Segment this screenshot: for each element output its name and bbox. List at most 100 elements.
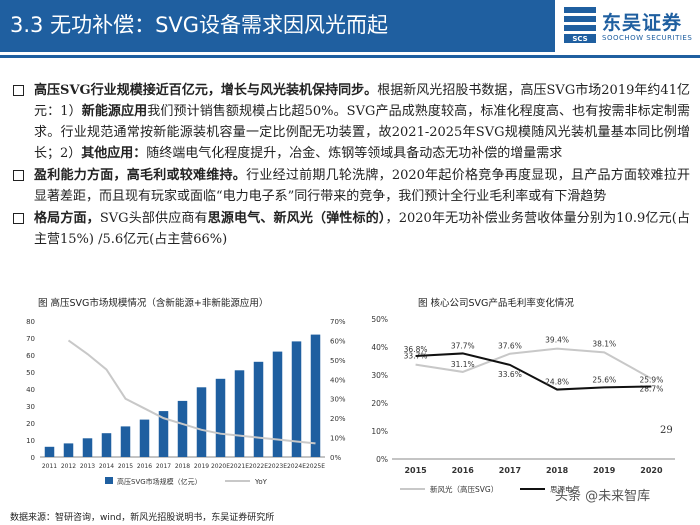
market-size-chart: 0 10 20 30 40 50 60 70 80 0% 10% 20% 30% 40% 50% 60% 70%…	[26, 318, 346, 486]
bar	[44, 446, 55, 457]
data-label: 37.7%	[451, 341, 475, 350]
svg-text:SCS: SCS	[572, 35, 587, 43]
data-label: 33.6%	[498, 370, 522, 379]
series-line	[415, 347, 652, 380]
y-tick-label: 60	[26, 352, 35, 360]
company-logo: SCS 东吴证券 SOOCHOW SECURITIES	[562, 5, 697, 49]
square-bullet-icon	[13, 85, 24, 96]
footer: 数据来源：智研咨询，wind，新风光招股说明书，东吴证券研究所 29 头条 @未…	[0, 425, 700, 525]
y-tick-label: 10%	[371, 427, 388, 436]
yoy-line	[67, 339, 316, 445]
y-tick-label: 40	[26, 386, 35, 394]
bullet-item: 高压SVG行业规模接近百亿元，增长与风光装机保持同步。根据新风光招股书数据，高压…	[10, 80, 690, 164]
gross-margin-chart: 0% 10% 20% 30% 40% 50% 2015 2016 2017 2018 2019 202…	[371, 315, 675, 494]
bar	[272, 351, 283, 457]
y-tick-label: 50	[26, 369, 35, 377]
x-tick-label: 2013	[80, 463, 95, 470]
data-label: 36.8%	[404, 345, 428, 354]
x-tick-label: 2025E	[306, 463, 325, 470]
soochow-logo-icon: SCS	[564, 7, 596, 43]
bullet-item: 格局方面，SVG头部供应商有思源电气、新风光（弹性标的），2020年无功补偿业务…	[10, 208, 690, 250]
bullet-text: 随终端电气化程度提升，冶金、炼钢等领域具备动态无功补偿的增量需求	[146, 146, 563, 161]
x-tick-label: 2011	[42, 463, 57, 470]
y-tick-label: 40%	[371, 343, 388, 352]
page-title: 3.3 无功补偿：SVG设备需求因风光而起	[10, 13, 389, 37]
y-tick-label: 30%	[371, 371, 388, 380]
page-number: 29	[660, 425, 673, 436]
x-tick-label: 2023E	[268, 463, 287, 470]
bullet-lead: 高压SVG行业规模接近百亿元，增长与风光装机保持同步。	[34, 83, 378, 98]
data-label: 37.6%	[498, 342, 522, 351]
right-chart-title: 图 核心公司SVG产品毛利率变化情况	[418, 298, 574, 309]
data-label: 25.6%	[592, 375, 616, 384]
data-label: 33.7%	[404, 352, 428, 361]
bar	[82, 438, 93, 457]
legend-label: 思源电气	[550, 484, 580, 494]
x-tick-label: 2019	[593, 466, 616, 475]
bar	[234, 370, 245, 457]
legend-label: 新风光（高压SVG）	[430, 484, 498, 494]
x-tick-label: 2017	[499, 466, 521, 475]
x-tick-label: 2018	[546, 466, 569, 475]
bullet-text: 行业经过前期几轮洗牌，2020年起价格竞争再度显现，且产品方面较难拉开显著差距，…	[34, 168, 690, 204]
y-tick-label: 20%	[371, 399, 388, 408]
header-divider	[0, 55, 700, 58]
y2-tick-label: 70%	[330, 318, 346, 326]
title-bar: 3.3 无功补偿：SVG设备需求因风光而起	[0, 0, 555, 52]
data-label: 38.1%	[592, 339, 616, 348]
bar	[139, 419, 150, 457]
y2-tick-label: 40%	[330, 376, 346, 384]
bullet-text: 根据新风光招股书数据，高压SVG市场2019年约41亿元：1）	[34, 83, 691, 119]
x-tick-label: 2020E	[211, 463, 230, 470]
logo-english-name: SOOCHOW SECURITIES	[602, 34, 693, 42]
y-tick-label: 70	[26, 335, 35, 343]
charts-area: 图 高压SVG市场规模情况（含新能源+非新能源应用） 图 核心公司SVG产品毛利…	[0, 295, 700, 505]
bar	[253, 361, 264, 457]
y-tick-label: 0%	[376, 455, 388, 464]
x-tick-label: 2012	[61, 463, 76, 470]
y2-tick-label: 30%	[330, 396, 346, 404]
x-tick-label: 2018	[175, 463, 190, 470]
y-tick-label: 30	[26, 403, 35, 411]
y-tick-label: 80	[26, 318, 35, 326]
logo-chinese-name: 东吴证券	[602, 12, 683, 34]
series-line	[415, 352, 652, 391]
bar	[120, 426, 131, 457]
x-tick-label: 2022E	[249, 463, 268, 470]
x-tick-label: 2024E	[287, 463, 306, 470]
left-chart-title: 图 高压SVG市场规模情况（含新能源+非新能源应用）	[38, 298, 269, 309]
bar	[63, 443, 74, 457]
bullet-bold: 新能源应用	[81, 104, 148, 119]
data-label: 24.8%	[545, 378, 569, 387]
y2-tick-label: 20%	[330, 415, 346, 423]
watermark: 头条 @未来智库	[555, 489, 651, 504]
legend-swatch-bars	[105, 477, 113, 484]
y-tick-label: 0	[31, 454, 35, 462]
square-bullet-icon	[13, 213, 24, 224]
y-tick-label: 50%	[371, 315, 388, 324]
x-tick-label: 2017	[156, 463, 171, 470]
legend-label: YoY	[254, 478, 268, 486]
data-label: 28.7%	[640, 385, 664, 394]
x-tick-label: 2019	[194, 463, 209, 470]
bar	[158, 411, 169, 457]
bullet-bold: 思源电气、新风光（弹性标的）	[207, 211, 386, 226]
x-tick-label: 2020	[640, 466, 663, 475]
y2-tick-label: 0%	[330, 454, 341, 462]
bar	[215, 378, 226, 457]
y-tick-label: 20	[26, 420, 35, 428]
data-label: 31.1%	[451, 360, 475, 369]
bullet-item: 盈利能力方面，高毛利或较难维持。行业经过前期几轮洗牌，2020年起价格竞争再度显…	[10, 165, 690, 207]
bullet-text: SVG头部供应商有	[99, 211, 208, 226]
square-bullet-icon	[13, 170, 24, 181]
x-tick-label: 2015	[118, 463, 133, 470]
x-tick-label: 2015	[404, 466, 427, 475]
bullet-lead: 盈利能力方面，高毛利或较难维持。	[34, 168, 247, 183]
bullet-list: 高压SVG行业规模接近百亿元，增长与风光装机保持同步。根据新风光招股书数据，高压…	[10, 80, 690, 251]
bar	[101, 433, 112, 457]
bullet-lead: 格局方面，	[34, 211, 100, 226]
y-tick-label: 10	[26, 437, 35, 445]
y2-tick-label: 50%	[330, 357, 346, 365]
bar	[196, 387, 207, 457]
bullet-bold: 其他应用：	[81, 146, 147, 161]
